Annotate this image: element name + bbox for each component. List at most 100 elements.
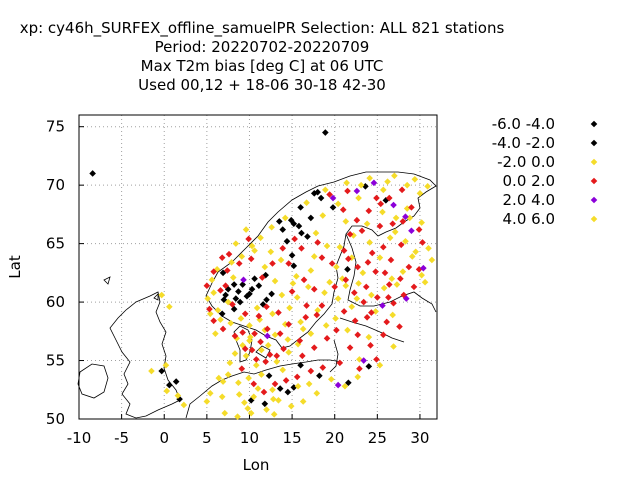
station-point-series-3 (278, 291, 286, 299)
station-point-series-3 (356, 356, 363, 363)
station-point-series-3 (392, 214, 400, 222)
station-point-series-3 (304, 283, 312, 291)
station-point-series-4 (344, 187, 351, 195)
y-tick-label: 70 (46, 176, 65, 194)
station-point-series-3 (234, 413, 241, 420)
station-point-series-5 (390, 201, 397, 209)
station-point-series-4 (260, 388, 268, 396)
station-point-series-4 (258, 274, 266, 281)
station-point-series-3 (328, 375, 335, 383)
station-point-series-3 (232, 240, 240, 247)
station-point-series-3 (307, 330, 315, 337)
station-point-series-3 (251, 247, 258, 254)
station-point-series-3 (277, 256, 285, 264)
station-point-series-2 (276, 218, 283, 225)
station-point-series-3 (267, 248, 275, 256)
station-point-series-4 (363, 313, 371, 321)
station-point-series-2 (261, 400, 269, 408)
station-point-series-4 (377, 200, 385, 208)
station-point-series-5 (402, 213, 409, 221)
station-point-series-4 (285, 260, 292, 267)
station-point-series-1 (259, 301, 267, 308)
station-point-series-2 (288, 252, 296, 259)
station-point-series-1 (279, 226, 287, 233)
station-point-series-3 (390, 343, 397, 350)
station-point-series-4 (271, 380, 279, 388)
station-point-series-3 (376, 361, 384, 369)
station-point-series-4 (241, 310, 249, 318)
station-point-series-3 (286, 304, 293, 312)
station-point-series-4 (206, 305, 213, 313)
x-tick-label: -10 (67, 429, 92, 447)
station-point-series-4 (380, 243, 387, 251)
station-point-series-1 (304, 233, 311, 240)
x-tick-label: 20 (325, 429, 344, 447)
station-point-series-3 (224, 298, 232, 306)
station-point-series-3 (245, 374, 252, 382)
station-point-series-1 (247, 396, 255, 404)
station-point-series-3 (206, 310, 214, 318)
station-point-series-3 (305, 380, 313, 388)
station-point-series-4 (250, 380, 258, 388)
station-point-series-4 (263, 303, 270, 311)
station-point-series-3 (281, 320, 289, 328)
station-point-series-4 (280, 345, 287, 353)
station-point-series-4 (257, 338, 264, 346)
station-point-series-5 (264, 332, 271, 340)
station-point-series-4 (381, 269, 389, 277)
station-point-series-3 (231, 350, 239, 357)
legend-marker (590, 215, 598, 223)
station-point-series-3 (275, 396, 282, 404)
station-point-series-3 (334, 295, 342, 302)
station-point-series-4 (273, 352, 281, 360)
station-point-series-4 (291, 235, 298, 243)
legend-label: -2.0 0.0 (497, 153, 555, 171)
station-point-series-5 (370, 179, 378, 187)
station-point-series-3 (322, 186, 329, 194)
station-point-series-3 (285, 349, 292, 356)
station-point-series-6 (421, 278, 429, 286)
y-tick-label: 60 (46, 293, 65, 311)
station-point-series-3 (227, 319, 235, 327)
station-point-series-3 (343, 179, 350, 187)
legend-label: 4.0 6.0 (503, 210, 555, 228)
y-tick-label: 65 (46, 235, 65, 253)
station-point-series-1 (297, 204, 304, 211)
station-point-series-3 (403, 205, 411, 212)
axis-ticks: -10 -5 0 5 10 15 20 25 30 50 55 60 65 70 75 (46, 118, 430, 447)
station-point-series-4 (262, 358, 269, 366)
station-point-series-4 (389, 220, 396, 228)
station-point-series-3 (269, 386, 276, 394)
station-point-series-4 (405, 263, 413, 271)
station-point-series-3 (353, 295, 361, 302)
station-point-series-1 (230, 305, 238, 313)
station-point-series-1 (222, 291, 229, 299)
legend-label: -4.0 -2.0 (492, 134, 555, 152)
station-point-series-3 (248, 242, 256, 250)
station-point-series-3 (334, 200, 342, 208)
station-point-series-3 (208, 276, 216, 284)
station-point-series-4 (367, 342, 374, 349)
x-axis-label: Lon (243, 456, 270, 474)
station-point-series-3 (379, 208, 386, 216)
station-point-series-3 (293, 273, 300, 280)
station-point-series-1 (298, 229, 305, 237)
station-point-series-4 (408, 204, 415, 211)
station-point-series-4 (385, 194, 393, 202)
station-point-series-3 (294, 340, 302, 348)
station-point-series-3 (217, 316, 224, 323)
station-point-series-4 (356, 365, 363, 373)
station-point-series-3 (263, 406, 270, 413)
station-point-series-3 (418, 271, 425, 279)
station-point-series-4 (225, 250, 233, 258)
station-point-series-3 (212, 330, 219, 337)
station-point-series-3 (163, 387, 171, 395)
station-point-series-3 (261, 263, 269, 271)
station-point-series-3 (341, 382, 349, 390)
station-point-series-2 (297, 361, 304, 369)
station-point-series-3 (355, 280, 362, 287)
station-point-series-4 (217, 287, 224, 294)
station-point-series-5 (403, 295, 410, 302)
station-point-series-3 (357, 181, 365, 189)
station-point-series-4 (385, 281, 393, 288)
